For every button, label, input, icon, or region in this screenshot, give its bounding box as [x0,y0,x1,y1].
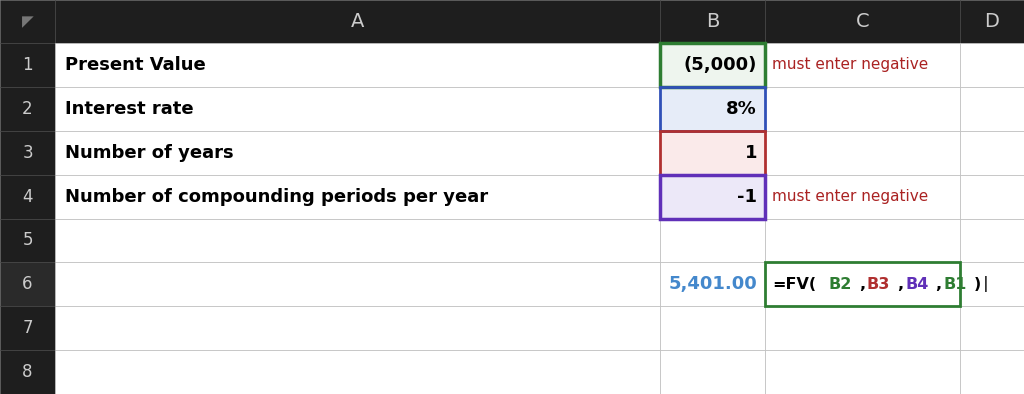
Bar [961,175,1024,219]
Text: Interest rate: Interest rate [65,100,194,118]
Text: must enter negative: must enter negative [772,58,928,72]
Text: ◤: ◤ [22,14,34,29]
Text: 8: 8 [23,363,33,381]
Text: 2: 2 [23,100,33,118]
Text: B: B [706,12,719,31]
Bar [765,306,961,350]
Bar [660,350,765,394]
Bar [961,350,1024,394]
Bar [0,262,55,306]
Text: (5,000): (5,000) [684,56,757,74]
Bar [55,0,660,43]
Bar [0,350,55,394]
Bar [55,306,660,350]
Text: -1: -1 [737,188,757,206]
Bar [0,175,55,219]
Bar [660,131,765,175]
Text: B1: B1 [943,277,967,292]
Bar [765,262,961,306]
Bar [765,0,961,43]
Text: |: | [983,276,988,292]
Bar [961,219,1024,262]
Bar [660,262,765,306]
Bar [660,87,765,131]
Text: 1: 1 [23,56,33,74]
Text: Number of years: Number of years [65,144,233,162]
Bar [0,219,55,262]
Text: 5,401.00: 5,401.00 [669,275,757,293]
Bar [55,350,660,394]
Text: ,: , [935,277,941,292]
Text: B3: B3 [867,277,891,292]
Bar [660,43,765,87]
Bar [961,0,1024,43]
Text: must enter negative: must enter negative [772,189,928,204]
Bar [55,131,660,175]
Text: 3: 3 [23,144,33,162]
Text: 6: 6 [23,275,33,293]
Bar [0,87,55,131]
Bar [765,87,961,131]
Bar [0,306,55,350]
Text: A: A [351,12,365,31]
Bar [961,87,1024,131]
Text: C: C [856,12,869,31]
Bar [55,175,660,219]
Bar [660,87,765,131]
Text: ,: , [897,277,903,292]
Bar [660,0,765,43]
Bar [660,43,765,87]
Bar [660,131,765,175]
Text: 7: 7 [23,319,33,337]
Bar [0,131,55,175]
Bar [55,219,660,262]
Bar [961,262,1024,306]
Bar [765,350,961,394]
Bar [961,131,1024,175]
Bar [660,306,765,350]
Bar [55,262,660,306]
Bar [660,175,765,219]
Bar [660,175,765,219]
Text: Present Value: Present Value [65,56,206,74]
Bar [765,131,961,175]
Bar [765,43,961,87]
Text: B4: B4 [905,277,929,292]
Text: D: D [984,12,999,31]
Text: ): ) [973,277,981,292]
Bar [0,0,55,43]
Text: 5: 5 [23,231,33,249]
Text: 4: 4 [23,188,33,206]
Bar [0,43,55,87]
Bar [765,175,961,219]
Bar [961,43,1024,87]
Bar [961,306,1024,350]
Bar [55,43,660,87]
Text: =FV(: =FV( [772,277,816,292]
Bar [660,219,765,262]
Text: ,: , [859,277,865,292]
Bar [55,87,660,131]
Text: 1: 1 [744,144,757,162]
Bar [765,219,961,262]
Bar [765,262,961,306]
Text: B2: B2 [829,277,852,292]
Text: Number of compounding periods per year: Number of compounding periods per year [65,188,488,206]
Text: 8%: 8% [726,100,757,118]
